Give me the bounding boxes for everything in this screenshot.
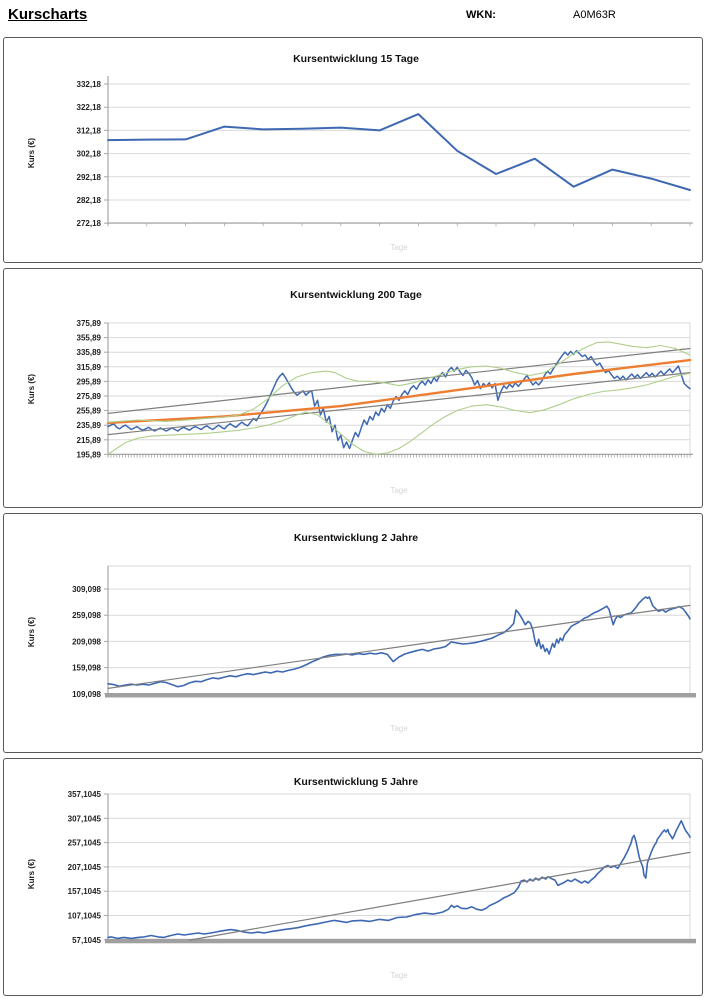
y-tick-label: 207,1045 <box>68 863 102 872</box>
y-tick-label: 275,89 <box>77 392 102 401</box>
y-tick-label: 195,89 <box>77 450 102 459</box>
chart-panel-15-tage: 332,18 322,18 312,18 302,18 292,18 282,18 272,… <box>3 37 703 263</box>
series-price <box>107 819 691 940</box>
x-axis-title: Tage <box>390 724 408 733</box>
y-tick-label: 259,098 <box>72 611 101 620</box>
wkn-label: WKN: <box>466 9 496 21</box>
y-tick-label: 255,89 <box>77 407 102 416</box>
chart-title: Kursentwicklung 5 Jahre <box>294 776 418 788</box>
series-band_upper <box>107 341 691 423</box>
y-tick-label: 157,1045 <box>68 887 102 896</box>
chart-title: Kursentwicklung 15 Tage <box>293 53 419 65</box>
y-tick-label: 107,1045 <box>68 912 102 921</box>
series-price <box>107 596 691 688</box>
y-tick-label: 272,18 <box>77 219 102 228</box>
y-tick-label: 302,18 <box>77 150 102 159</box>
series-ma <box>106 358 692 425</box>
chart-panel-200-tage: 375,89 355,89 335,89 315,89 295,89 275,89 255,… <box>3 268 703 508</box>
series-trend <box>107 604 691 689</box>
x-axis-title: Tage <box>390 971 408 980</box>
y-tick-label: 335,89 <box>77 348 102 357</box>
chart-5-jahre: 357,1045 307,1045 257,1045 207,1045 157,1045… <box>27 776 696 980</box>
y-tick-label: 312,18 <box>77 126 102 135</box>
y-tick-label: 315,89 <box>77 363 102 372</box>
chart-200-tage: 375,89 355,89 335,89 315,89 295,89 275,89 255,… <box>27 289 693 495</box>
series-channel_lower <box>107 371 691 436</box>
y-axis-title: Kurs (€) <box>27 859 36 890</box>
y-tick-label: 215,89 <box>77 436 102 445</box>
y-axis-title: Kurs (€) <box>27 374 36 405</box>
y-tick-label: 322,18 <box>77 103 102 112</box>
y-tick-label: 257,1045 <box>68 839 102 848</box>
y-tick-label: 309,098 <box>72 585 101 594</box>
y-tick-label: 282,18 <box>77 196 102 205</box>
y-tick-label: 355,89 <box>77 334 102 343</box>
y-tick-label: 295,89 <box>77 377 102 386</box>
y-tick-label: 332,18 <box>77 80 102 89</box>
chart-panel-5-jahre: 357,1045 307,1045 257,1045 207,1045 157,1045… <box>3 758 703 996</box>
chart-title: Kursentwicklung 2 Jahre <box>294 532 418 544</box>
x-axis-bar <box>105 693 696 698</box>
chart-panel-2-jahre: 309,098 259,098 209,098 159,098 109,098 Kurse… <box>3 513 703 753</box>
y-tick-label: 109,098 <box>72 690 101 699</box>
chart-title: Kursentwicklung 200 Tage <box>290 289 422 301</box>
y-axis-title: Kurs (€) <box>27 617 36 648</box>
x-axis-title: Tage <box>390 243 408 252</box>
wkn-value: A0M63R <box>573 9 616 21</box>
series-channel_upper <box>107 347 691 414</box>
y-tick-label: 375,89 <box>77 319 102 328</box>
y-tick-label: 159,098 <box>72 664 101 673</box>
y-tick-label: 292,18 <box>77 173 102 182</box>
y-tick-label: 57,1045 <box>72 936 101 945</box>
x-axis-bar <box>105 938 696 944</box>
y-tick-label: 357,1045 <box>68 790 102 799</box>
y-tick-label: 307,1045 <box>68 814 102 823</box>
chart-2-jahre: 309,098 259,098 209,098 159,098 109,098 Kurse… <box>27 532 696 733</box>
series-price <box>107 113 691 191</box>
page-title: Kurscharts <box>8 6 88 23</box>
series-trend <box>188 851 691 941</box>
y-tick-label: 235,89 <box>77 421 102 430</box>
plot-border <box>107 565 691 695</box>
chart-15-tage: 332,18 322,18 312,18 302,18 292,18 282,18 272,… <box>27 53 693 252</box>
series-band_lower <box>107 372 691 455</box>
y-tick-label: 209,098 <box>72 637 101 646</box>
x-axis-title: Tage <box>390 486 408 495</box>
y-axis-title: Kurs (€) <box>27 138 36 169</box>
